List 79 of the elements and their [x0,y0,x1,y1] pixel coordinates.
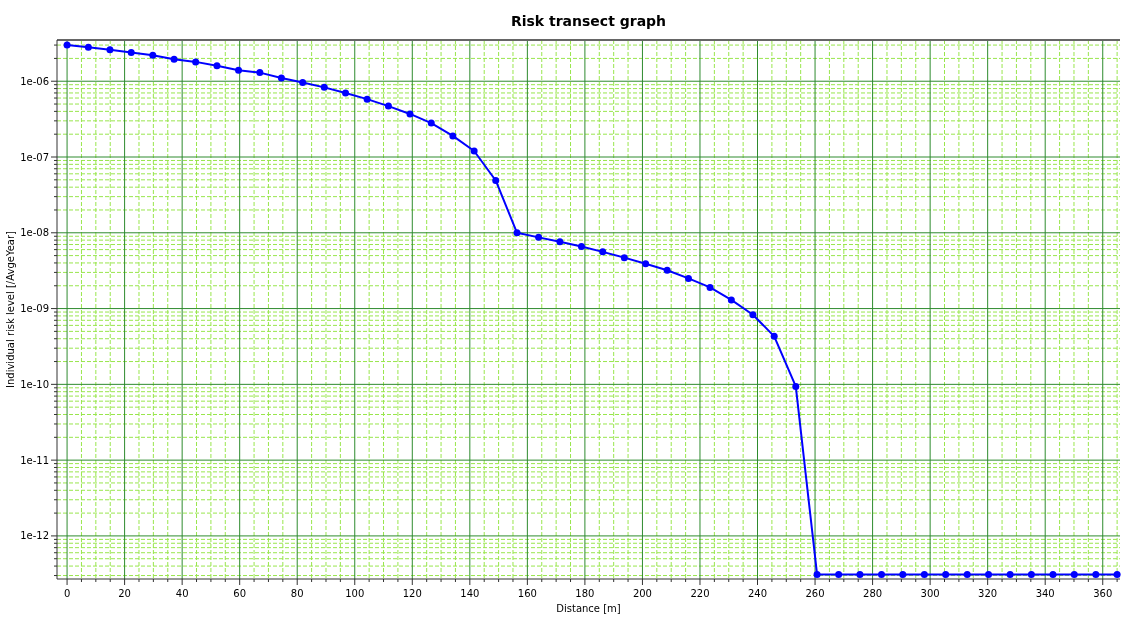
x-tick-label: 200 [632,588,652,599]
point [299,79,307,87]
point [963,570,971,578]
point [1070,570,1078,578]
x-tick-label: 220 [690,588,710,599]
point [492,176,500,184]
x-tick-label: 320 [978,588,998,599]
x-tick-label: 140 [460,588,480,599]
x-tick-label: 0 [63,588,71,599]
point [213,62,221,70]
point [470,147,478,155]
x-tick-label: 260 [805,588,825,599]
x-tick-label: 20 [118,588,131,599]
x-tick-label: 160 [517,588,537,599]
point [320,83,328,91]
x-tick-label: 180 [575,588,595,599]
point [342,89,350,97]
point [599,248,607,256]
chart-title: Risk transect graph [510,13,667,29]
point [835,570,843,578]
y-tick-label: 1e-10 [20,378,49,390]
x-tick-label: 280 [863,588,883,599]
point [384,102,392,110]
point [942,570,950,578]
point [1049,570,1057,578]
y-tick-label: 1e-07 [20,151,49,163]
x-tick-label: 120 [402,588,422,599]
point [770,332,778,340]
point [1092,570,1100,578]
x-tick-label: 240 [747,588,768,599]
point [556,238,564,246]
point [192,58,200,66]
y-tick-label: 1e-06 [20,75,49,87]
point [513,229,521,237]
point [727,296,735,304]
y-tick-label: 1e-12 [20,530,49,542]
point [663,266,671,274]
point [106,46,114,54]
y-axis-title: Individual risk level [/AvgeYear] [5,230,16,388]
x-tick-label: 300 [920,588,940,599]
point [577,242,585,250]
point [985,570,993,578]
x-tick-label: 40 [175,588,189,599]
point [749,311,757,319]
point [406,110,414,118]
point [706,283,714,291]
point [127,48,135,56]
point [642,260,650,268]
point [620,254,628,262]
point [235,66,243,74]
point [1006,570,1014,578]
x-tick-label: 360 [1093,588,1113,599]
x-tick-label: 60 [233,588,247,599]
point [363,95,371,103]
point [684,274,692,282]
point [84,43,92,51]
x-tick-label: 80 [290,588,304,599]
point [256,69,264,77]
point [899,570,907,578]
y-tick-label: 1e-09 [20,303,49,315]
point [449,132,457,140]
point [792,382,800,390]
y-tick-label: 1e-11 [20,454,49,466]
x-tick-label: 340 [1035,588,1055,599]
point [1027,570,1035,578]
point [535,233,543,241]
x-axis-title: Distance [m] [556,603,621,614]
point [813,570,821,578]
point [920,570,928,578]
point [149,51,157,59]
point [878,570,886,578]
y-tick-label: 1e-08 [20,227,49,239]
point [856,570,864,578]
point [63,41,71,49]
point [277,74,285,82]
point [427,119,435,127]
point [1113,570,1121,578]
point [170,55,178,63]
x-tick-label: 100 [345,588,365,599]
